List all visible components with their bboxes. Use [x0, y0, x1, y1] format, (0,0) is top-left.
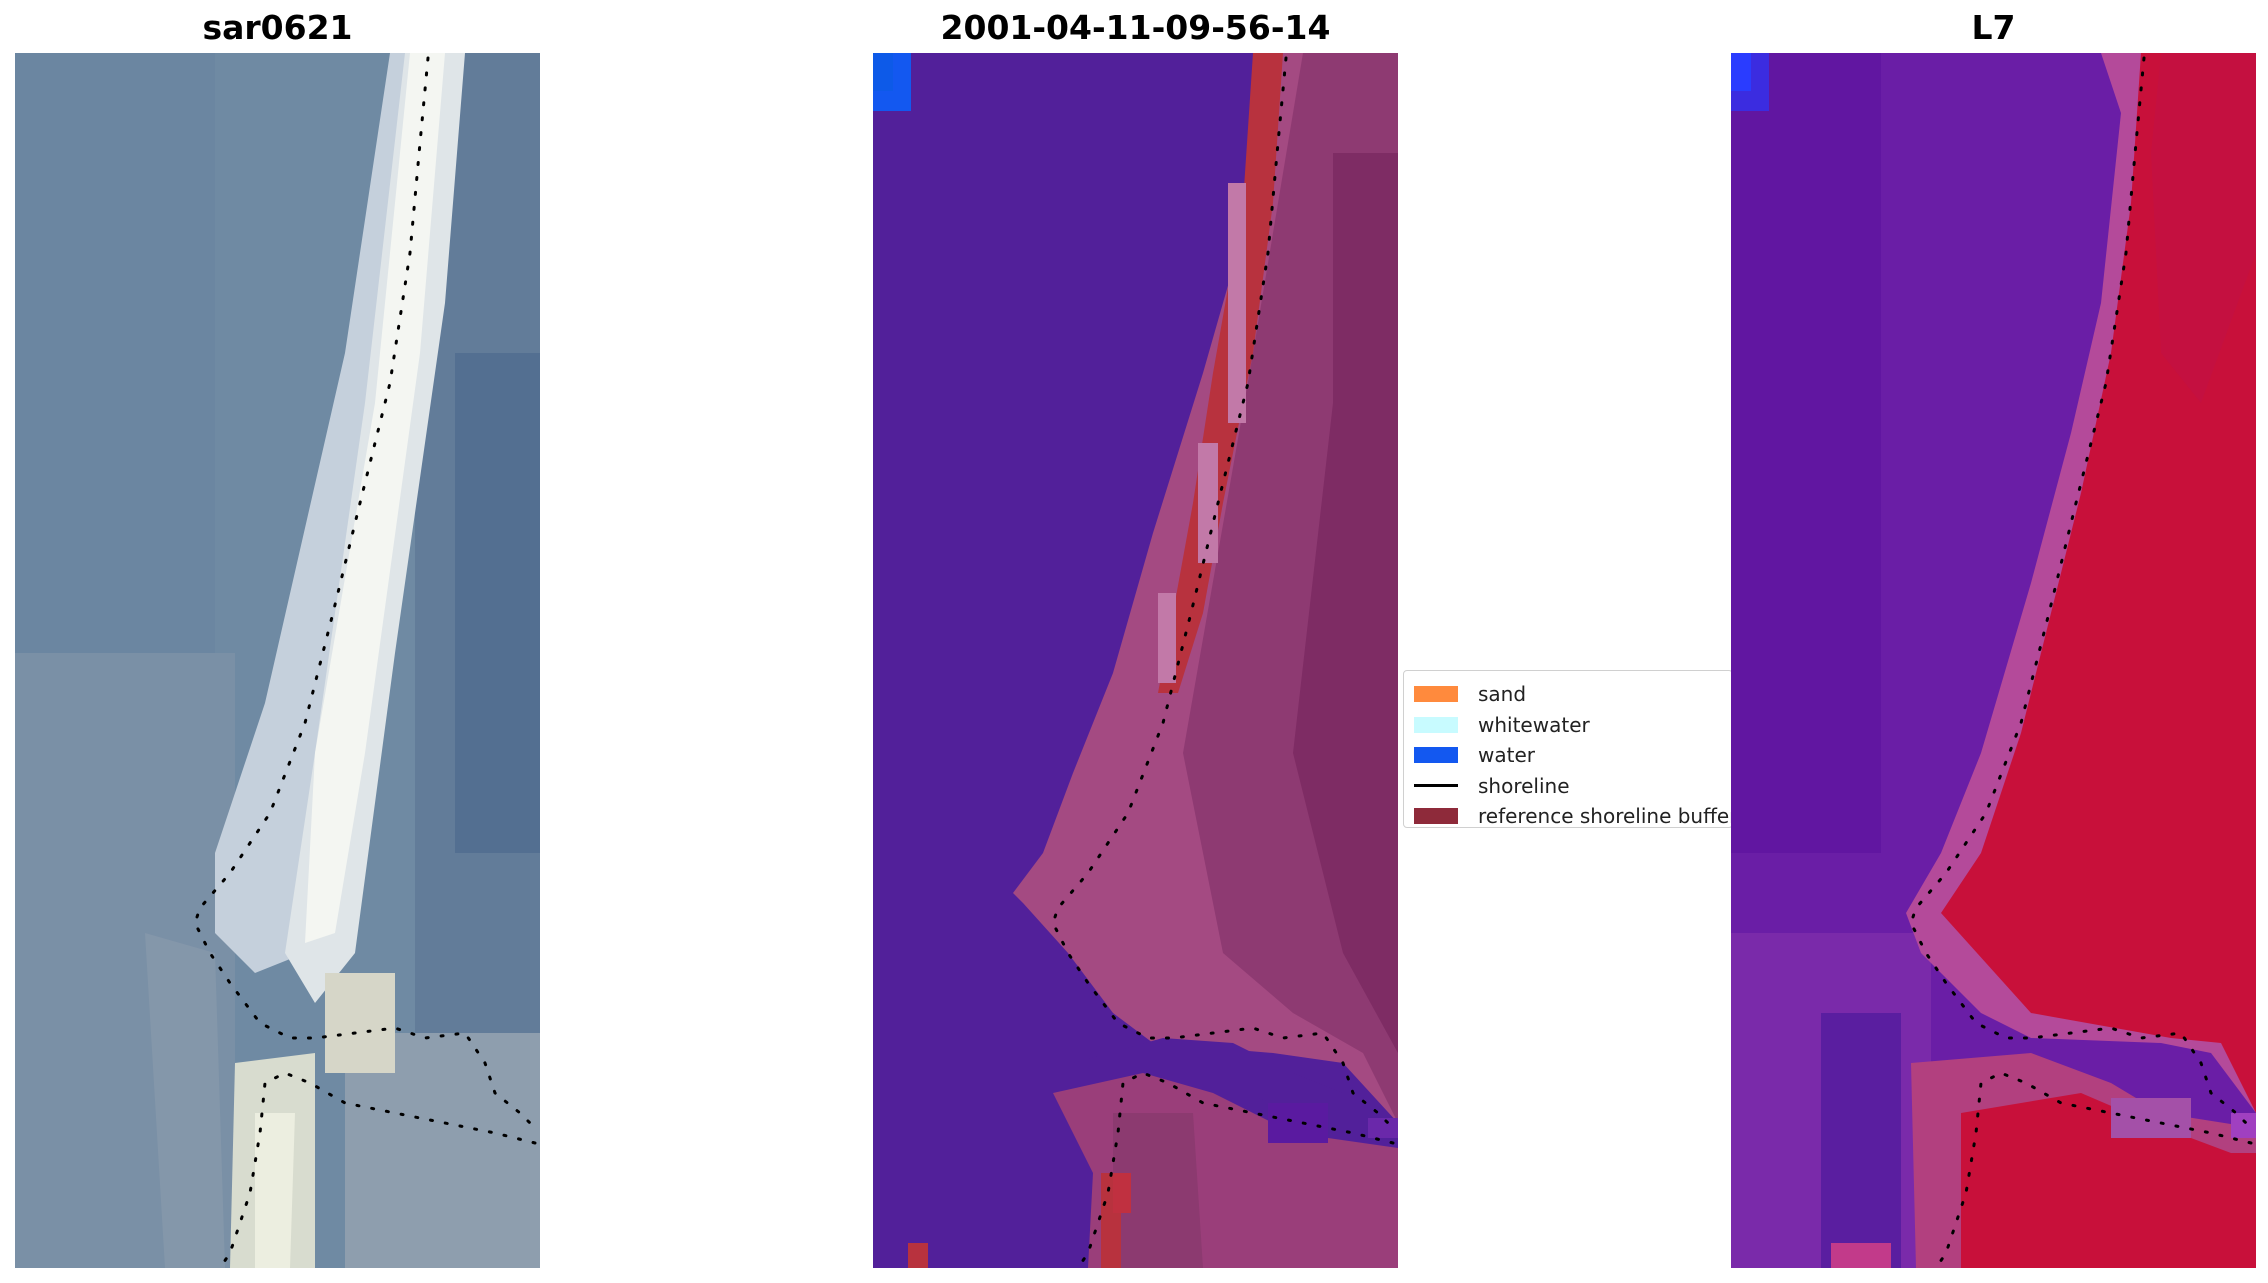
shoreline-trace	[1909, 56, 2253, 1268]
legend-item-reference-buffer: reference shoreline buffer	[1414, 801, 1737, 832]
legend-label: reference shoreline buffer	[1478, 804, 1738, 829]
shoreline-trace	[1051, 56, 1395, 1268]
rgb-image-panel	[15, 53, 540, 1268]
legend-label: shoreline	[1478, 773, 1570, 798]
legend-label: water	[1478, 743, 1535, 768]
mndwi-image-panel	[1731, 53, 2256, 1268]
panel-title-middle: 2001-04-11-09-56-14	[940, 8, 1331, 47]
legend-item-sand: sand	[1414, 679, 1732, 710]
legend-item-whitewater: whitewater	[1414, 710, 1732, 741]
mndwi-image	[1731, 53, 2256, 1268]
legend: sand whitewater water shoreline referenc…	[1403, 670, 1737, 828]
panel-title-right: L7	[1971, 8, 2016, 47]
legend-swatch-water	[1414, 747, 1458, 764]
legend-swatch-reference-buffer	[1414, 808, 1458, 825]
legend-line-shoreline	[1414, 784, 1458, 788]
classified-image	[873, 53, 1398, 1268]
legend-label: sand	[1478, 682, 1527, 707]
classified-image-panel	[873, 53, 1398, 1268]
panel-title-left: sar0621	[202, 8, 353, 47]
rgb-image	[15, 53, 540, 1268]
legend-item-shoreline: shoreline	[1414, 771, 1732, 802]
legend-swatch-whitewater	[1414, 716, 1458, 733]
legend-swatch-sand	[1414, 686, 1458, 703]
shoreline-trace	[193, 56, 537, 1268]
legend-item-water: water	[1414, 740, 1732, 771]
legend-label: whitewater	[1478, 712, 1590, 737]
